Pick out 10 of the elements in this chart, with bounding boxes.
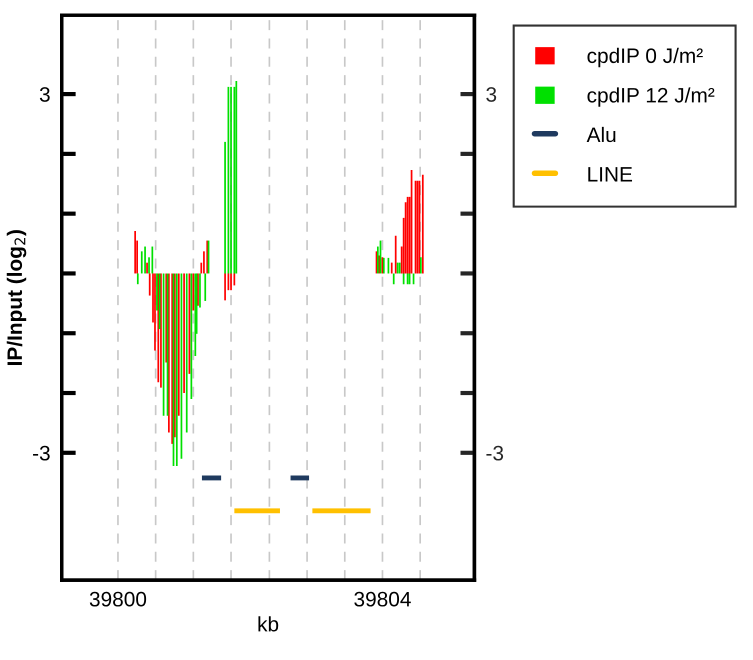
x-axis-title: kb xyxy=(258,616,278,632)
x-tick-label: 39800 xyxy=(90,592,146,607)
legend-label: Alu xyxy=(586,126,616,142)
y-axis-title: IP/Input (log$_{2}$) xyxy=(6,230,26,366)
x-tick-label: 39804 xyxy=(354,592,411,607)
y2-tick-label: -3 xyxy=(486,446,504,461)
y2-tick-label: 3 xyxy=(486,87,496,102)
legend-label: cpdIP 0 J/m² xyxy=(587,48,703,68)
legend-label: cpdIP 12 J/m² xyxy=(587,87,714,107)
legend-label: LINE xyxy=(588,167,632,182)
